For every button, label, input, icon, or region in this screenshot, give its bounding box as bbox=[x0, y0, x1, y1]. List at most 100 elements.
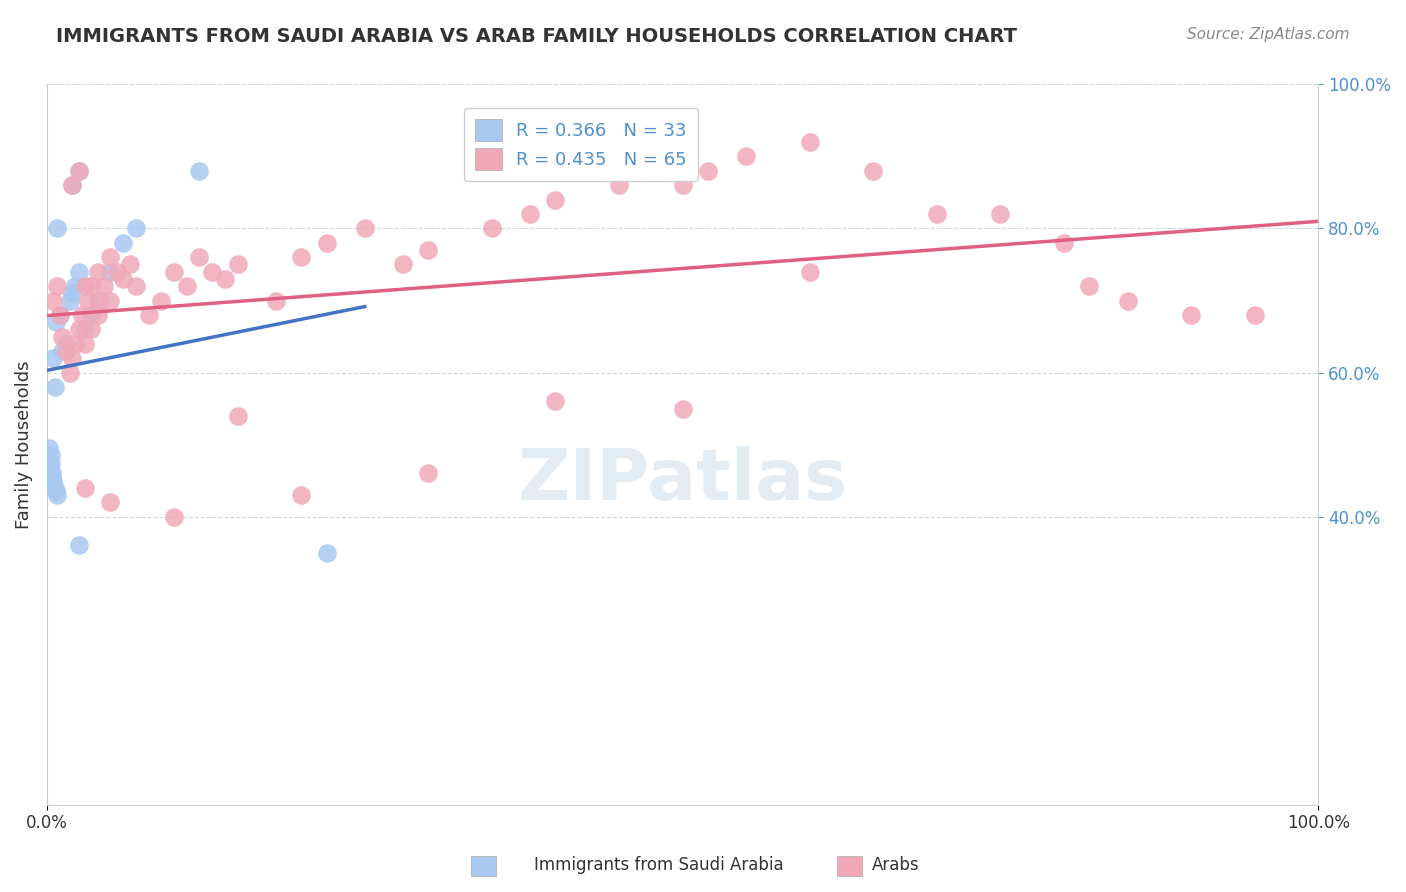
Point bbox=[42, 351, 65, 365]
Point bbox=[138, 308, 160, 322]
Point bbox=[46, 221, 69, 235]
Point bbox=[519, 207, 541, 221]
Point bbox=[41, 470, 63, 484]
Point bbox=[48, 308, 70, 322]
Point bbox=[671, 401, 693, 416]
Point bbox=[44, 380, 66, 394]
Point bbox=[799, 135, 821, 149]
Text: Immigrants from Saudi Arabia: Immigrants from Saudi Arabia bbox=[534, 856, 785, 874]
Text: Source: ZipAtlas.com: Source: ZipAtlas.com bbox=[1187, 27, 1350, 42]
Point bbox=[44, 481, 66, 495]
Point bbox=[87, 265, 110, 279]
Point bbox=[89, 293, 111, 308]
Point bbox=[39, 463, 62, 477]
Point bbox=[100, 293, 122, 308]
Point bbox=[418, 243, 440, 257]
Point bbox=[1116, 293, 1139, 308]
Point bbox=[42, 477, 65, 491]
Point bbox=[59, 366, 82, 380]
Point bbox=[80, 308, 103, 322]
Point bbox=[39, 456, 62, 470]
Point bbox=[60, 178, 83, 193]
Point bbox=[118, 258, 141, 272]
Point bbox=[392, 258, 415, 272]
Point bbox=[42, 474, 65, 488]
Point bbox=[112, 235, 135, 250]
Point bbox=[925, 207, 948, 221]
Point bbox=[990, 207, 1012, 221]
Point bbox=[39, 448, 62, 462]
Point bbox=[67, 164, 90, 178]
Point bbox=[214, 272, 236, 286]
Point bbox=[176, 279, 198, 293]
Text: Arabs: Arabs bbox=[872, 856, 920, 874]
Point bbox=[42, 293, 65, 308]
Point bbox=[67, 322, 90, 336]
Point bbox=[125, 221, 148, 235]
Point bbox=[1243, 308, 1265, 322]
Point bbox=[45, 484, 67, 499]
Point bbox=[45, 315, 67, 329]
Point bbox=[671, 178, 693, 193]
Point bbox=[315, 235, 337, 250]
Point bbox=[862, 164, 884, 178]
Point bbox=[226, 258, 249, 272]
Point bbox=[201, 265, 224, 279]
Point bbox=[46, 488, 69, 502]
Text: ZIPatlas: ZIPatlas bbox=[517, 446, 848, 515]
Point bbox=[73, 322, 96, 336]
Point bbox=[100, 265, 122, 279]
Point bbox=[73, 481, 96, 495]
Point bbox=[93, 279, 115, 293]
Point bbox=[72, 308, 94, 322]
Point bbox=[105, 265, 128, 279]
Point bbox=[41, 467, 63, 481]
Legend: R = 0.366   N = 33, R = 0.435   N = 65: R = 0.366 N = 33, R = 0.435 N = 65 bbox=[464, 108, 697, 181]
Point bbox=[1078, 279, 1101, 293]
Point bbox=[418, 467, 440, 481]
Point bbox=[607, 178, 630, 193]
Point bbox=[481, 221, 503, 235]
Point bbox=[87, 293, 110, 308]
Point bbox=[67, 164, 90, 178]
Point bbox=[1180, 308, 1202, 322]
Point bbox=[188, 164, 211, 178]
Point bbox=[55, 343, 77, 358]
Point bbox=[697, 164, 720, 178]
Point bbox=[80, 322, 103, 336]
Point bbox=[735, 149, 758, 163]
Point bbox=[100, 250, 122, 264]
Point bbox=[188, 250, 211, 264]
Point bbox=[60, 286, 83, 301]
Point bbox=[73, 336, 96, 351]
Point bbox=[38, 441, 60, 455]
Point bbox=[63, 336, 86, 351]
Point bbox=[1053, 235, 1076, 250]
Point bbox=[48, 308, 70, 322]
Point bbox=[544, 394, 567, 409]
Point bbox=[315, 546, 337, 560]
Point bbox=[264, 293, 287, 308]
Point bbox=[80, 279, 103, 293]
Point bbox=[55, 336, 77, 351]
Point bbox=[226, 409, 249, 423]
Point bbox=[290, 250, 312, 264]
Point bbox=[67, 538, 90, 552]
Point bbox=[163, 509, 186, 524]
Point bbox=[290, 488, 312, 502]
Point bbox=[76, 293, 98, 308]
Point bbox=[73, 279, 96, 293]
Point bbox=[799, 265, 821, 279]
Point bbox=[544, 193, 567, 207]
Text: IMMIGRANTS FROM SAUDI ARABIA VS ARAB FAMILY HOUSEHOLDS CORRELATION CHART: IMMIGRANTS FROM SAUDI ARABIA VS ARAB FAM… bbox=[56, 27, 1017, 45]
Y-axis label: Family Households: Family Households bbox=[15, 360, 32, 529]
Point bbox=[100, 495, 122, 509]
Point bbox=[353, 221, 375, 235]
Point bbox=[63, 279, 86, 293]
Point bbox=[125, 279, 148, 293]
Point bbox=[46, 279, 69, 293]
Point bbox=[51, 329, 73, 343]
Point bbox=[112, 272, 135, 286]
Point bbox=[87, 308, 110, 322]
Point bbox=[67, 265, 90, 279]
